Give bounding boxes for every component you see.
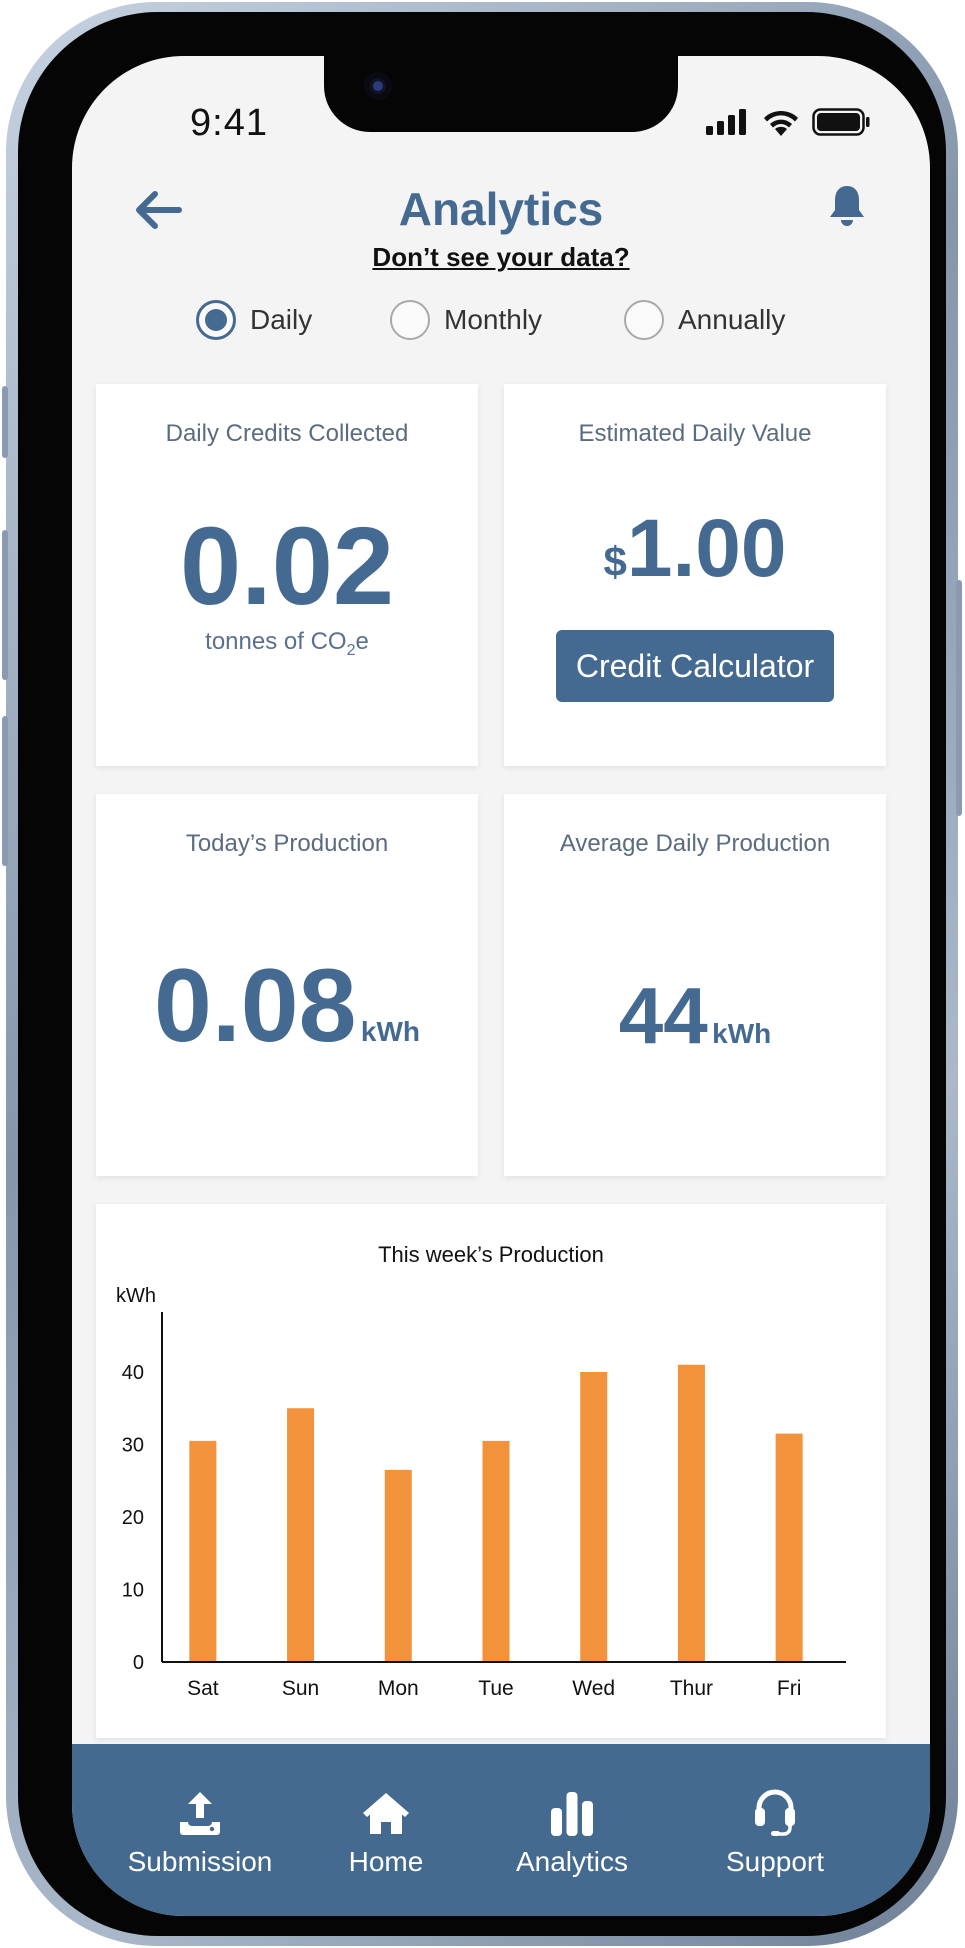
estimated-value-label: Estimated Daily Value [578, 420, 812, 447]
chart-bar [287, 1408, 315, 1662]
credits-card: Daily Credits Collected 0.02 tonnes of C… [96, 384, 478, 766]
nav-submission[interactable]: Submission [120, 1744, 280, 1916]
missing-data-link[interactable]: Don’t see your data? [372, 242, 630, 272]
period-label-daily: Daily [250, 304, 313, 335]
upload-icon [176, 1784, 224, 1836]
chart-bar [677, 1364, 705, 1662]
bar-chart-icon [548, 1784, 596, 1836]
home-icon [361, 1784, 411, 1836]
x-tick-label: Sat [187, 1677, 219, 1700]
today-production-label: Today’s Production [185, 830, 389, 857]
headset-icon [752, 1784, 798, 1836]
nav-support[interactable]: Support [700, 1744, 850, 1916]
chart-bar [580, 1372, 608, 1662]
estimated-value-amount: $1.00 [504, 508, 886, 590]
y-tick-label: 40 [122, 1362, 144, 1384]
y-axis-label: kWh [116, 1285, 156, 1307]
credits-unit-subscript: 2 [346, 641, 356, 659]
period-option-monthly[interactable]: Monthly [390, 300, 542, 340]
mute-switch [2, 386, 8, 458]
volume-down-button [2, 716, 8, 866]
x-tick-label: Sun [282, 1677, 319, 1700]
radio-daily[interactable] [196, 300, 236, 340]
credits-value: 0.02 [179, 505, 395, 628]
nav-analytics[interactable]: Analytics [492, 1744, 652, 1916]
y-tick-label: 20 [122, 1507, 144, 1529]
credits-label: Daily Credits Collected [165, 420, 409, 447]
period-label-monthly: Monthly [444, 304, 543, 335]
average-production-readout: 44 kWh [504, 976, 886, 1056]
y-tick-label: 0 [133, 1652, 144, 1674]
average-production-value: 44 [618, 971, 708, 1060]
today-production-unit: kWh [360, 1016, 420, 1047]
x-tick-label: Wed [572, 1677, 615, 1700]
power-button [956, 580, 962, 816]
period-label-annually: Annually [678, 304, 786, 335]
y-tick-label: 10 [122, 1580, 144, 1602]
x-tick-label: Thur [670, 1677, 713, 1700]
period-option-annually[interactable]: Annually [624, 300, 785, 340]
chart-title: This week’s Production [378, 1242, 604, 1267]
nav-support-label: Support [725, 1846, 825, 1877]
today-production-readout: 0.08 kWh [96, 954, 478, 1058]
chart-bar [775, 1433, 803, 1662]
arrow-left-icon [136, 191, 182, 229]
chart-bar [189, 1440, 217, 1662]
estimated-value-card: Estimated Daily Value $1.00 Credit Calcu… [504, 384, 886, 766]
page-title: Analytics [398, 183, 604, 235]
credit-calculator-button[interactable]: Credit Calculator [556, 630, 834, 702]
credits-unit-prefix: tonnes of CO [205, 628, 347, 655]
signal-icon [706, 109, 746, 135]
notifications-button[interactable] [824, 180, 870, 230]
y-tick-label: 30 [122, 1435, 144, 1457]
weekly-production-card: This week’s Production kWh 0 10 20 30 40 Sat Sun… [96, 1204, 886, 1738]
estimated-value-number: 1.00 [626, 503, 787, 594]
front-camera [364, 72, 392, 100]
volume-up-button [2, 530, 8, 680]
today-production-card: Today’s Production 0.08 kWh [96, 794, 478, 1176]
status-time: 9:41 [190, 102, 268, 144]
bell-icon [830, 186, 864, 226]
phone-bezel: 9:41 [18, 12, 946, 1936]
radio-annually[interactable] [624, 300, 664, 340]
average-production-card: Average Daily Production 44 kWh [504, 794, 886, 1176]
status-icons [706, 108, 870, 136]
credits-unit-suffix: e [355, 628, 369, 655]
notch [324, 56, 678, 132]
period-option-daily[interactable]: Daily [196, 300, 312, 340]
bottom-nav: Submission Home [72, 1744, 930, 1916]
average-production-label: Average Daily Production [559, 830, 831, 857]
x-tick-label: Mon [378, 1677, 419, 1700]
radio-monthly[interactable] [390, 300, 430, 340]
weekly-production-chart: This week’s Production kWh 0 10 20 30 40 Sat Sun… [116, 1242, 846, 1700]
back-button[interactable] [132, 184, 184, 236]
chart-bar [482, 1440, 510, 1662]
app-screen: 9:41 [72, 56, 930, 1916]
nav-analytics-label: Analytics [515, 1846, 629, 1877]
average-production-unit: kWh [712, 1018, 772, 1049]
nav-submission-label: Submission [127, 1846, 273, 1877]
nav-home[interactable]: Home [318, 1744, 454, 1916]
x-tick-label: Tue [478, 1677, 513, 1700]
battery-icon [812, 108, 870, 136]
currency-symbol: $ [603, 538, 627, 585]
x-tick-label: Fri [777, 1677, 802, 1700]
nav-home-label: Home [348, 1846, 424, 1877]
chart-bar [384, 1469, 412, 1662]
credits-unit: tonnes of CO2e [96, 628, 478, 660]
wifi-icon [764, 110, 798, 136]
today-production-value: 0.08 [154, 948, 357, 1064]
